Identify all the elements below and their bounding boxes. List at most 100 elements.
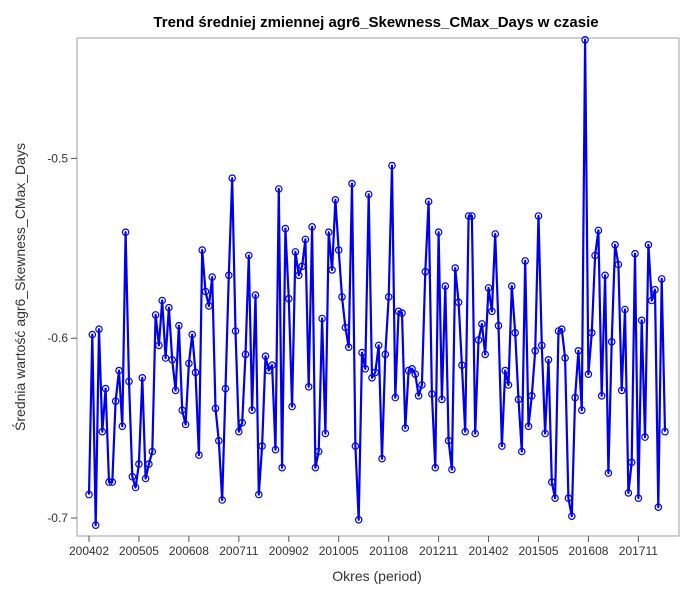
data-point xyxy=(298,262,306,271)
data-point xyxy=(284,294,293,303)
data-point xyxy=(438,395,446,404)
data-point xyxy=(258,442,266,450)
data-point xyxy=(531,346,540,355)
data-point xyxy=(151,311,160,319)
data-point xyxy=(611,241,619,249)
data-point xyxy=(288,402,296,411)
data-point xyxy=(98,427,107,436)
data-point xyxy=(544,355,553,364)
x-tick-label: 200402 xyxy=(69,544,109,558)
data-point xyxy=(551,494,559,503)
data-point xyxy=(188,330,197,339)
data-point xyxy=(478,320,486,328)
data-point xyxy=(208,273,217,281)
data-point xyxy=(85,490,93,499)
data-point xyxy=(481,350,490,359)
data-point xyxy=(331,196,340,204)
data-point xyxy=(281,224,290,233)
data-point xyxy=(617,386,626,395)
data-point xyxy=(521,257,530,265)
data-point xyxy=(105,478,113,486)
data-point xyxy=(161,354,170,362)
data-point xyxy=(418,381,426,389)
series-markers xyxy=(85,35,669,530)
data-point xyxy=(434,228,443,237)
data-point xyxy=(364,190,373,199)
data-point xyxy=(644,241,653,249)
data-point xyxy=(657,275,666,283)
data-point xyxy=(218,496,227,504)
data-point xyxy=(511,328,520,337)
data-point xyxy=(181,420,190,429)
data-point xyxy=(564,494,573,503)
data-point xyxy=(358,348,366,357)
data-point xyxy=(517,447,526,456)
data-point xyxy=(647,296,656,305)
data-point xyxy=(145,460,153,468)
data-point xyxy=(488,307,496,316)
data-point xyxy=(241,350,250,359)
data-point xyxy=(235,427,243,436)
data-point xyxy=(361,364,370,373)
x-tick-label: 201005 xyxy=(319,544,359,558)
data-point xyxy=(641,433,649,441)
data-point xyxy=(384,293,393,301)
data-point xyxy=(371,368,380,377)
data-point xyxy=(504,381,513,389)
data-point xyxy=(441,282,450,290)
data-point xyxy=(468,212,476,220)
data-point xyxy=(341,323,350,332)
data-point xyxy=(537,341,546,350)
data-point xyxy=(175,321,183,330)
data-point xyxy=(198,246,207,254)
data-point xyxy=(637,316,646,325)
data-point xyxy=(557,325,566,334)
data-point xyxy=(231,327,240,335)
data-point xyxy=(201,287,210,296)
data-point xyxy=(248,406,256,415)
data-point xyxy=(381,350,390,359)
data-point xyxy=(88,330,97,339)
data-point xyxy=(125,377,133,386)
data-point xyxy=(634,494,643,503)
data-point xyxy=(254,490,263,499)
data-point xyxy=(215,436,223,445)
data-point xyxy=(261,352,270,361)
data-point xyxy=(604,469,613,477)
data-point xyxy=(185,359,193,368)
data-point xyxy=(464,212,473,220)
data-point xyxy=(321,429,330,438)
x-tick-label: 201505 xyxy=(518,544,558,558)
data-point xyxy=(654,503,663,512)
data-point xyxy=(95,325,103,334)
data-point xyxy=(328,266,336,274)
data-point xyxy=(621,305,629,314)
data-point xyxy=(351,442,360,450)
data-point xyxy=(278,463,286,472)
data-point xyxy=(514,395,523,404)
data-point xyxy=(411,370,420,379)
data-point xyxy=(211,404,220,413)
data-point xyxy=(318,314,326,323)
data-point xyxy=(601,271,609,280)
x-tick-label: 201402 xyxy=(469,544,509,558)
data-point xyxy=(368,373,376,382)
y-axis: -0.5 -0.6 -0.7 xyxy=(47,151,77,525)
data-point xyxy=(225,271,233,280)
data-point xyxy=(388,161,396,170)
data-point xyxy=(541,429,549,438)
data-point xyxy=(491,230,500,238)
plot-frame xyxy=(76,37,680,537)
data-point xyxy=(158,296,167,305)
data-point xyxy=(344,343,353,352)
x-axis-label: Okres (period) xyxy=(332,568,421,584)
data-point xyxy=(168,355,177,364)
y-tick-label: -0.6 xyxy=(47,331,68,345)
data-point xyxy=(178,406,187,415)
data-point xyxy=(431,463,440,472)
x-tick-label: 200505 xyxy=(119,544,159,558)
data-point xyxy=(474,336,483,344)
data-point xyxy=(574,346,583,355)
x-axis: 200402 200505 200608 200711 200902 201005 2011… xyxy=(69,536,658,558)
